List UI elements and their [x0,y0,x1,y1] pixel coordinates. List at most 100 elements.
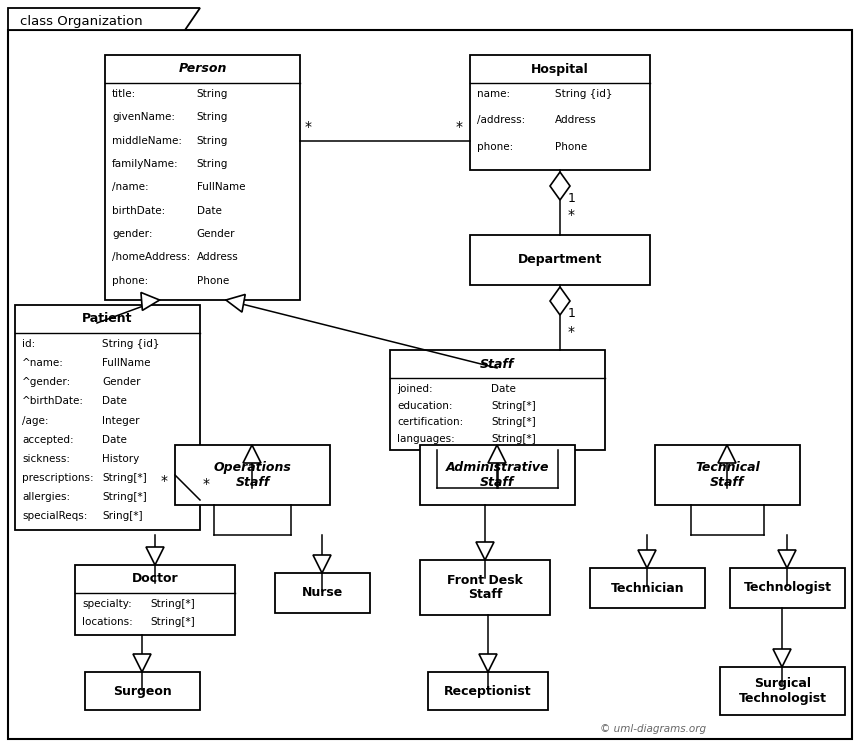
Text: *: * [456,120,463,134]
Text: Person: Person [178,63,227,75]
Text: Sring[*]: Sring[*] [102,511,143,521]
Text: *: * [161,474,168,488]
Bar [105,55,300,300]
Text: ^birthDate:: ^birthDate: [22,397,84,406]
Text: ^gender:: ^gender: [22,377,71,387]
Bar [720,667,845,715]
Text: String[*]: String[*] [491,418,536,427]
Text: FullName: FullName [197,182,245,192]
Text: Date: Date [491,384,516,394]
Text: languages:: languages: [397,434,455,444]
Text: String {id}: String {id} [102,339,159,349]
Polygon shape [778,550,796,568]
Text: String[*]: String[*] [491,434,536,444]
Text: name:: name: [477,89,510,99]
Text: education:: education: [397,400,452,411]
Text: String: String [197,89,228,99]
Text: title:: title: [112,89,136,99]
Text: phone:: phone: [477,142,513,152]
Bar [175,445,330,505]
Bar [75,565,235,635]
Bar [85,672,200,710]
Bar [275,573,370,613]
Text: Department: Department [518,253,602,267]
Text: specialty:: specialty: [82,599,132,609]
Text: Technologist: Technologist [744,581,832,595]
Polygon shape [133,654,151,672]
Text: birthDate:: birthDate: [112,205,165,216]
Text: Patient: Patient [83,312,132,326]
Text: /address:: /address: [477,115,525,125]
Text: Nurse: Nurse [302,586,343,600]
Text: Surgical
Technologist: Surgical Technologist [739,677,826,705]
Text: Phone: Phone [555,142,587,152]
Text: 1: 1 [568,192,576,205]
Polygon shape [8,8,200,30]
Text: Front Desk
Staff: Front Desk Staff [447,574,523,601]
Text: Address: Address [555,115,596,125]
Bar [590,568,705,608]
Text: Surgeon: Surgeon [114,684,172,698]
Text: gender:: gender: [112,229,152,239]
Text: joined:: joined: [397,384,433,394]
Text: Operations
Staff: Operations Staff [213,461,292,489]
Text: Date: Date [102,397,126,406]
Text: accepted:: accepted: [22,435,74,444]
Text: Date: Date [102,435,126,444]
Text: String: String [197,159,228,169]
Polygon shape [476,542,494,560]
Text: sickness:: sickness: [22,453,70,464]
Text: Integer: Integer [102,415,139,426]
Polygon shape [488,445,506,463]
Text: *: * [568,325,575,339]
Text: middleName:: middleName: [112,136,182,146]
Text: Administrative
Staff: Administrative Staff [445,461,550,489]
Bar [420,560,550,615]
Text: specialReqs:: specialReqs: [22,511,88,521]
Text: History: History [102,453,139,464]
Polygon shape [313,555,331,573]
Text: © uml-diagrams.org: © uml-diagrams.org [600,724,706,734]
Text: Gender: Gender [102,377,140,387]
Text: Gender: Gender [197,229,235,239]
Text: Address: Address [197,252,238,262]
Polygon shape [146,547,164,565]
Text: /age:: /age: [22,415,48,426]
Polygon shape [141,293,160,311]
Text: String[*]: String[*] [150,617,195,627]
Text: /homeAddress:: /homeAddress: [112,252,190,262]
Polygon shape [479,654,497,672]
Text: FullName: FullName [102,358,150,368]
Bar [428,672,548,710]
Text: Doctor: Doctor [132,572,178,586]
Text: String[*]: String[*] [150,599,195,609]
Text: *: * [305,120,312,134]
Bar [470,55,650,170]
Polygon shape [638,550,656,568]
Text: *: * [568,208,575,222]
Bar [470,235,650,285]
Text: Hospital: Hospital [531,63,589,75]
Text: Date: Date [197,205,222,216]
Text: allergies:: allergies: [22,492,71,502]
Text: 1: 1 [568,307,576,320]
Text: Receptionist: Receptionist [444,684,531,698]
Text: ^name:: ^name: [22,358,64,368]
Text: prescriptions:: prescriptions: [22,473,94,483]
Text: Technical
Staff: Technical Staff [695,461,760,489]
Text: id:: id: [22,339,35,349]
Polygon shape [243,445,261,463]
Text: class Organization: class Organization [20,14,143,28]
Text: phone:: phone: [112,276,148,285]
Bar [730,568,845,608]
Text: Staff: Staff [481,358,514,371]
Text: /name:: /name: [112,182,149,192]
Text: givenName:: givenName: [112,112,175,123]
Text: locations:: locations: [82,617,132,627]
Text: String[*]: String[*] [102,473,147,483]
Polygon shape [226,294,245,312]
Bar [420,445,575,505]
Text: String: String [197,112,228,123]
Text: *: * [203,477,210,491]
Polygon shape [550,172,570,200]
